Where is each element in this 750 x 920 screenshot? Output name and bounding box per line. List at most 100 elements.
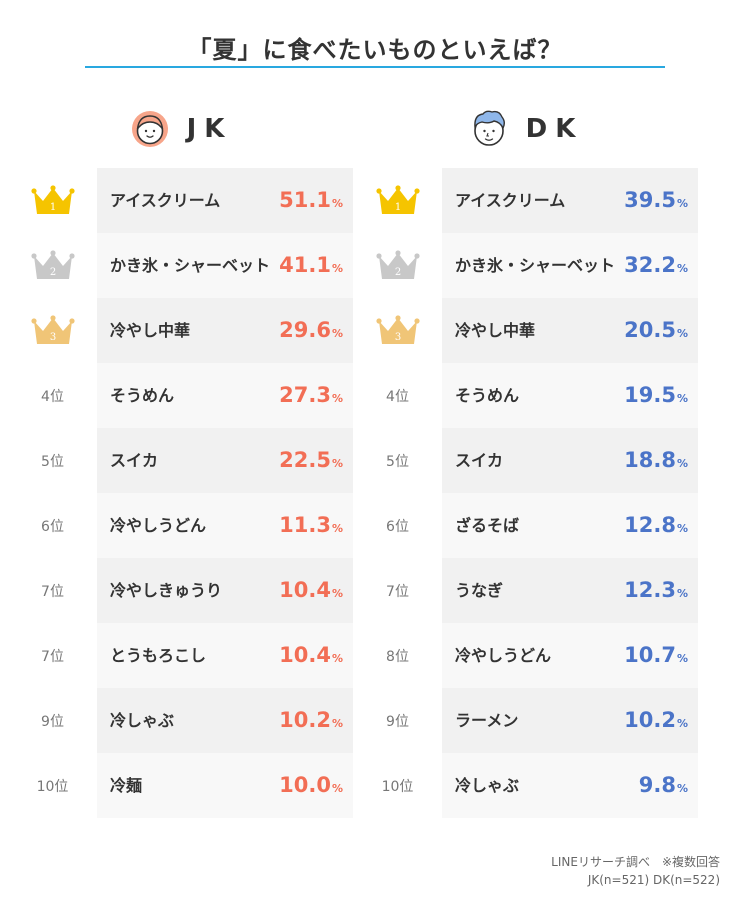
dk-row-background bbox=[442, 363, 698, 428]
sample-size-note: JK(n=521) DK(n=522) bbox=[587, 873, 720, 887]
jk-row-background bbox=[97, 688, 353, 753]
girl-face-icon bbox=[131, 111, 168, 147]
jk-item-label: そうめん bbox=[110, 386, 175, 405]
dk-rank: 3 bbox=[353, 298, 442, 363]
jk-rank: 7位 bbox=[8, 558, 97, 623]
jk-table-row: 7位 冷やしきゅうり 10.4% bbox=[8, 558, 353, 623]
dk-table-row: 10位 冷しゃぶ 9.8% bbox=[353, 753, 698, 818]
svg-text:1: 1 bbox=[394, 202, 400, 213]
jk-item-label: かき氷・シャーベット bbox=[110, 256, 271, 275]
jk-rank: 10位 bbox=[8, 753, 97, 818]
jk-row-background bbox=[97, 298, 353, 363]
dk-row-background bbox=[442, 753, 698, 818]
jk-row-background bbox=[97, 753, 353, 818]
dk-table-row: 6位 ざるそば 12.8% bbox=[353, 493, 698, 558]
dk-item-label: そうめん bbox=[455, 386, 520, 405]
dk-item-label: ラーメン bbox=[455, 711, 519, 730]
jk-rank-label: 7位 bbox=[41, 648, 64, 665]
dk-row-background bbox=[442, 233, 698, 298]
dk-table-row: 8位 冷やしうどん 10.7% bbox=[353, 623, 698, 688]
dk-table-row: 5位 スイカ 18.8% bbox=[353, 428, 698, 493]
jk-rank: 1 bbox=[8, 168, 97, 233]
jk-value-label: 10.4% bbox=[279, 643, 343, 667]
dk-rank: 1 bbox=[353, 168, 442, 233]
dk-table-row: 2 かき氷・シャーベット 32.2% bbox=[353, 233, 698, 298]
dk-table-row: 1 アイスクリーム 39.5% bbox=[353, 168, 698, 233]
jk-table-row: 2 かき氷・シャーベット 41.1% bbox=[8, 233, 353, 298]
gold-crown-icon: 1 bbox=[30, 184, 75, 214]
dk-item-label: うなぎ bbox=[455, 581, 504, 600]
jk-table-row: 3 冷やし中華 29.6% bbox=[8, 298, 353, 363]
silver-crown-icon: 2 bbox=[30, 249, 75, 279]
jk-item-label: 冷やしきゅうり bbox=[110, 581, 223, 600]
jk-value-label: 11.3% bbox=[279, 513, 343, 537]
jk-rank-label: 7位 bbox=[41, 583, 64, 600]
dk-rank-label: 7位 bbox=[386, 583, 409, 600]
jk-value-label: 10.4% bbox=[279, 578, 343, 602]
jk-rank: 4位 bbox=[8, 363, 97, 428]
jk-rank-label: 6位 bbox=[41, 518, 64, 535]
dk-panel: DK 1 アイスクリーム 39.5% 2 かき氷・シャーベット 32.2% 3 冷やし中華 20… bbox=[353, 0, 698, 920]
jk-row-background bbox=[97, 428, 353, 493]
dk-item-label: 冷やしうどん bbox=[455, 646, 552, 665]
jk-rank-label: 4位 bbox=[41, 388, 64, 405]
dk-value-label: 9.8% bbox=[638, 773, 688, 797]
dk-row-background bbox=[442, 168, 698, 233]
jk-item-label: スイカ bbox=[110, 451, 159, 470]
dk-rank-label: 10位 bbox=[381, 778, 414, 795]
dk-value-label: 39.5% bbox=[624, 188, 688, 212]
jk-value-label: 41.1% bbox=[279, 253, 343, 277]
dk-item-label: ざるそば bbox=[455, 516, 520, 535]
jk-table-row: 4位 そうめん 27.3% bbox=[8, 363, 353, 428]
dk-rank: 10位 bbox=[353, 753, 442, 818]
dk-value-label: 18.8% bbox=[624, 448, 688, 472]
dk-value-label: 10.7% bbox=[624, 643, 688, 667]
svg-text:1: 1 bbox=[49, 202, 55, 213]
dk-rank: 2 bbox=[353, 233, 442, 298]
jk-item-label: 冷やしうどん bbox=[110, 516, 207, 535]
jk-item-label: 冷麺 bbox=[110, 776, 143, 795]
dk-table-row: 9位 ラーメン 10.2% bbox=[353, 688, 698, 753]
jk-panel: JK 1 アイスクリーム 51.1% 2 かき氷・シャーベット 41.1% 3 冷やし中華 29… bbox=[8, 0, 353, 920]
jk-label: JK bbox=[186, 114, 233, 144]
dk-item-label: かき氷・シャーベット bbox=[455, 256, 616, 275]
dk-value-label: 12.3% bbox=[624, 578, 688, 602]
svg-text:3: 3 bbox=[49, 332, 55, 343]
boy-face-icon bbox=[473, 110, 505, 146]
dk-item-label: 冷やし中華 bbox=[455, 321, 536, 340]
dk-row-background bbox=[442, 558, 698, 623]
jk-value-label: 29.6% bbox=[279, 318, 343, 342]
dk-row-background bbox=[442, 493, 698, 558]
svg-text:3: 3 bbox=[394, 332, 400, 343]
dk-row-background bbox=[442, 428, 698, 493]
jk-table-row: 10位 冷麺 10.0% bbox=[8, 753, 353, 818]
jk-rank: 5位 bbox=[8, 428, 97, 493]
jk-rank-label: 5位 bbox=[41, 453, 64, 470]
jk-rank-label: 9位 bbox=[41, 713, 64, 730]
dk-value-label: 32.2% bbox=[624, 253, 688, 277]
dk-ranking-table: 1 アイスクリーム 39.5% 2 かき氷・シャーベット 32.2% 3 冷やし中華 20.5%… bbox=[353, 168, 698, 818]
jk-item-label: 冷やし中華 bbox=[110, 321, 191, 340]
jk-row-background bbox=[97, 623, 353, 688]
dk-rank-label: 5位 bbox=[386, 453, 409, 470]
jk-rank: 9位 bbox=[8, 688, 97, 753]
dk-rank-label: 6位 bbox=[386, 518, 409, 535]
dk-rank-label: 9位 bbox=[386, 713, 409, 730]
jk-value-label: 51.1% bbox=[279, 188, 343, 212]
dk-table-row: 7位 うなぎ 12.3% bbox=[353, 558, 698, 623]
dk-rank: 9位 bbox=[353, 688, 442, 753]
svg-text:2: 2 bbox=[394, 267, 400, 278]
dk-item-label: 冷しゃぶ bbox=[455, 776, 520, 795]
title-underline bbox=[85, 66, 665, 68]
jk-table-row: 7位 とうもろこし 10.4% bbox=[8, 623, 353, 688]
dk-label: DK bbox=[525, 114, 584, 144]
jk-header: JK bbox=[8, 106, 353, 152]
dk-rank: 6位 bbox=[353, 493, 442, 558]
bronze-crown-icon: 3 bbox=[30, 314, 75, 344]
jk-ranking-table: 1 アイスクリーム 51.1% 2 かき氷・シャーベット 41.1% 3 冷やし中華 29.6%… bbox=[8, 168, 353, 818]
jk-row-background bbox=[97, 493, 353, 558]
jk-table-row: 9位 冷しゃぶ 10.2% bbox=[8, 688, 353, 753]
dk-table-row: 3 冷やし中華 20.5% bbox=[353, 298, 698, 363]
dk-value-label: 20.5% bbox=[624, 318, 688, 342]
jk-table-row: 6位 冷やしうどん 11.3% bbox=[8, 493, 353, 558]
